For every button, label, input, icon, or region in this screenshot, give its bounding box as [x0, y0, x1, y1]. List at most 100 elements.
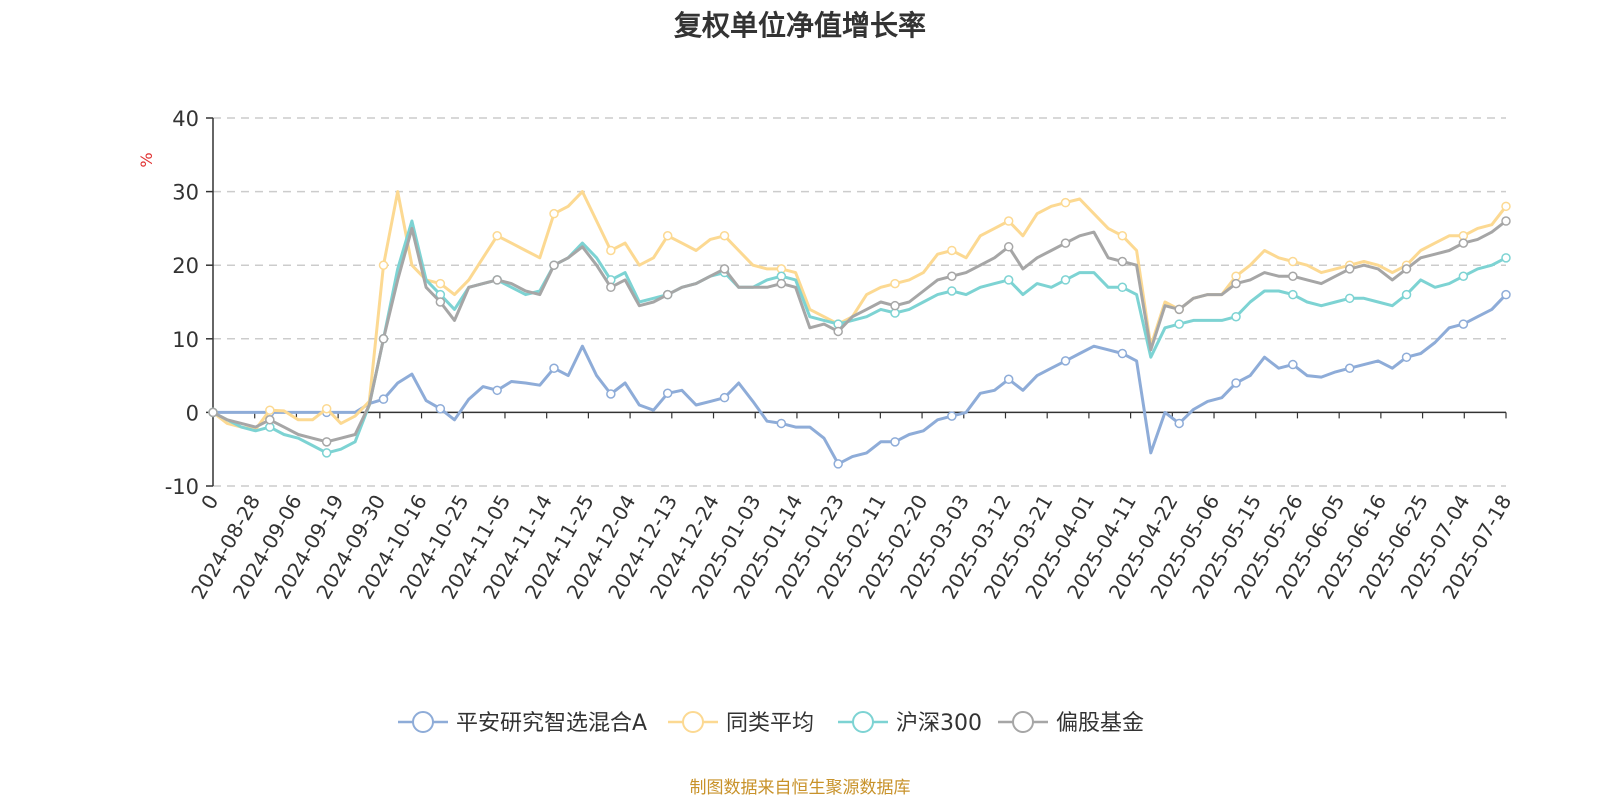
axes	[212, 118, 1507, 486]
series-point-0	[890, 437, 900, 447]
series-point-3	[321, 437, 332, 447]
series-lines	[208, 190, 1511, 469]
series-point-0	[378, 394, 389, 404]
series-point-3	[1501, 216, 1511, 226]
data-source-footer: 制图数据来自恒生聚源数据库	[689, 778, 911, 798]
series-point-0	[1458, 319, 1469, 329]
series-point-0	[606, 389, 616, 399]
series-point-1	[378, 260, 389, 270]
series-point-3	[833, 326, 843, 337]
series-point-1	[1501, 201, 1511, 212]
series-point-1	[606, 245, 616, 256]
series-point-2	[1174, 319, 1184, 329]
series-point-1	[1117, 231, 1128, 241]
y-axis-unit-label: %	[137, 152, 156, 167]
series-point-3	[1003, 242, 1014, 252]
series-point-1	[890, 278, 900, 289]
series-line-2	[212, 219, 1507, 455]
legend-item-1[interactable]: 同类平均	[668, 711, 814, 736]
series-point-2	[1060, 275, 1071, 285]
series-point-0	[1060, 356, 1071, 366]
x-tick-labels: 02024-08-282024-09-062024-09-192024-09-3…	[186, 490, 1516, 603]
series-point-1	[549, 208, 559, 219]
series-point-2	[1501, 253, 1511, 263]
series-line-3	[212, 219, 1507, 444]
y-tick-label: 10	[172, 328, 199, 352]
series-point-0	[549, 363, 559, 373]
legend-item-0[interactable]: 平安研究智选混合A	[398, 711, 647, 736]
series-point-2	[1458, 271, 1469, 281]
series-point-0	[719, 392, 730, 403]
legend-item-2[interactable]: 沪深300	[838, 711, 982, 736]
legend-circle-icon	[1012, 711, 1034, 733]
series-point-3	[1174, 304, 1184, 315]
series-point-3	[890, 300, 900, 311]
series-point-1	[1288, 256, 1298, 267]
series-point-3	[378, 334, 389, 344]
series-point-3	[265, 415, 275, 425]
x-tick-label: 0	[196, 491, 223, 514]
series-point-3	[1401, 264, 1412, 274]
series-point-3	[1458, 238, 1469, 248]
series-point-1	[492, 231, 502, 241]
series-point-3	[662, 289, 673, 300]
y-tick-label: 20	[172, 254, 199, 278]
series-point-1	[435, 278, 446, 289]
series-point-3	[1060, 238, 1071, 248]
series-point-3	[549, 260, 559, 270]
series-point-2	[1003, 275, 1014, 285]
legend-label: 平安研究智选混合A	[456, 711, 647, 736]
y-tick-labels: -10 0 10 20 30 40	[165, 107, 199, 499]
series-point-3	[435, 297, 446, 307]
series-point-0	[1288, 359, 1298, 370]
series-point-0	[435, 403, 446, 414]
series-point-3	[492, 275, 502, 285]
series-point-0	[833, 459, 843, 469]
legend-circle-icon	[412, 711, 434, 733]
y-tick-label: 0	[186, 401, 199, 425]
series-point-3	[1117, 256, 1128, 267]
y-tick-label: 40	[172, 107, 199, 131]
series-point-2	[1231, 311, 1241, 322]
series-point-1	[321, 403, 332, 414]
legend-label: 偏股基金	[1056, 711, 1144, 736]
series-point-0	[1401, 352, 1412, 362]
series-point-0	[1344, 363, 1355, 373]
series-line-1	[212, 190, 1508, 431]
series-point-0	[1231, 378, 1241, 388]
legend-label: 同类平均	[726, 711, 814, 736]
legend-item-3[interactable]: 偏股基金	[998, 711, 1144, 736]
series-point-3	[208, 407, 218, 418]
series-point-0	[776, 418, 787, 429]
series-point-0	[492, 385, 502, 396]
series-point-2	[1117, 282, 1128, 293]
chart-title: 复权单位净值增长率	[673, 9, 926, 42]
series-point-2	[1344, 293, 1355, 304]
legend-label: 沪深300	[896, 711, 982, 736]
series-point-3	[606, 282, 616, 293]
series-point-1	[662, 231, 673, 241]
series-point-0	[1003, 374, 1014, 385]
series-point-1	[719, 231, 730, 241]
series-point-3	[1288, 271, 1298, 281]
series-point-0	[662, 388, 673, 399]
legend: 平安研究智选混合A 同类平均 沪深300 偏股基金	[398, 711, 1144, 736]
gridlines	[206, 117, 1506, 487]
y-tick-label: -10	[165, 475, 199, 499]
series-point-2	[1288, 289, 1298, 300]
series-point-0	[1501, 289, 1511, 300]
series-point-3	[1231, 278, 1241, 289]
series-point-1	[1003, 216, 1014, 226]
series-point-1	[265, 405, 275, 415]
series-point-1	[1060, 197, 1071, 208]
legend-circle-icon	[682, 711, 704, 733]
series-point-1	[947, 245, 957, 256]
series-point-3	[776, 278, 787, 289]
series-point-2	[1401, 289, 1412, 300]
series-point-3	[719, 264, 730, 274]
series-point-2	[947, 286, 957, 296]
y-tick-label: 30	[172, 181, 199, 205]
series-point-0	[947, 411, 957, 421]
series-point-3	[1344, 264, 1355, 274]
